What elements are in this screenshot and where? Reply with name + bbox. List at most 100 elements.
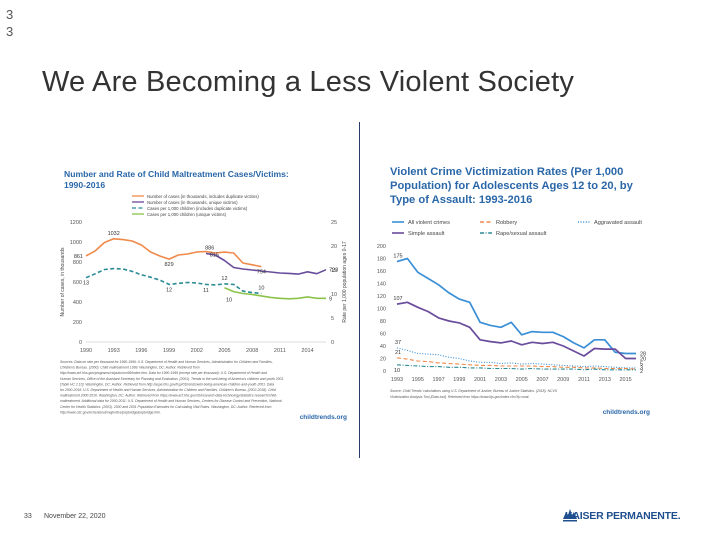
y-tick-label: 100	[377, 307, 386, 313]
x-tick-label: 1993	[108, 348, 120, 354]
data-label: 861	[74, 254, 83, 260]
data-label: 886	[205, 245, 214, 251]
source-note: maltreatment. Additional data for 2000-2…	[60, 399, 282, 403]
source-note: Victimization Analysis Tool [Data tool].…	[390, 395, 530, 399]
y-tick-label: 160	[377, 269, 386, 275]
y-tick-label: 60	[380, 332, 386, 338]
y-tick-label: 800	[73, 260, 82, 266]
slide-corner-number: 3 3	[6, 6, 13, 40]
data-label: 12	[166, 287, 172, 293]
data-label: 175	[393, 254, 402, 260]
source-note: Sources: Data on rate per thousand for 1…	[60, 360, 273, 364]
x-tick-label: 1999	[453, 377, 465, 383]
series-line	[205, 252, 327, 275]
y2-tick-label: 15	[331, 268, 337, 274]
source-note: Source: Child Trends' calculations using…	[390, 389, 558, 393]
data-label: 10	[226, 297, 232, 303]
y-tick-label: 140	[377, 282, 386, 288]
childtrends-brand: childtrends.org	[300, 414, 347, 421]
x-tick-label: 2007	[536, 377, 548, 383]
y-tick-label: 0	[383, 369, 386, 375]
y-tick-label: 200	[377, 244, 386, 250]
legend-label: Number of cases (in thousands, includes …	[147, 194, 259, 199]
source-note: Children's Bureau. (2000). Child maltrea…	[60, 366, 200, 370]
y2-tick-label: 20	[331, 244, 337, 250]
x-tick-label: 1999	[163, 348, 175, 354]
data-label: 107	[393, 296, 402, 302]
data-label: 3	[640, 365, 643, 371]
y2-tick-label: 10	[331, 292, 337, 298]
legend-label: Aggravated assault	[594, 220, 642, 226]
series-line	[396, 301, 636, 360]
source-note: http://www.cdc.gov/nchs/about/major/dvs/…	[60, 410, 161, 414]
series-line	[85, 267, 262, 295]
child-maltreatment-chart-svg: Number and Rate of Child Maltreatment Ca…	[59, 169, 348, 421]
y-tick-label: 120	[377, 294, 386, 300]
legend-label: Robbery	[496, 220, 517, 226]
series-line	[396, 257, 636, 355]
footer-page-number: 33	[24, 513, 32, 520]
y-tick-label: 20	[380, 357, 386, 363]
series-line	[85, 238, 262, 268]
data-label: 5	[640, 362, 643, 368]
legend-label: Number of cases (in thousands, unique vi…	[147, 200, 238, 205]
source-note: Human Services, Office of the Assistant …	[60, 377, 284, 381]
x-tick-label: 2008	[246, 348, 258, 354]
x-tick-label: 2003	[495, 377, 507, 383]
x-tick-label: 1990	[80, 348, 92, 354]
y-tick-label: 1000	[70, 240, 82, 246]
x-tick-label: 2005	[516, 377, 528, 383]
data-label: 829	[164, 262, 173, 268]
x-tick-label: 2011	[274, 348, 286, 354]
source-note: for 2000-2016: U.S. Department of Health…	[60, 388, 276, 392]
corner-digit: 3	[6, 7, 14, 22]
violent-crime-chart-svg: Violent Crime Victimization Rates (Per 1…	[377, 166, 650, 416]
legend-label: All violent crimes	[408, 220, 450, 226]
kaiser-permanente-logo: KAISER PERMANENTE.	[562, 506, 681, 526]
x-tick-label: 1997	[432, 377, 444, 383]
y2-axis-label: Rate per 1,000 population ages 0-17	[342, 241, 348, 322]
x-tick-label: 1993	[391, 377, 403, 383]
data-label: 11	[203, 288, 209, 294]
data-label: 13	[83, 281, 89, 287]
data-label: 21	[395, 350, 401, 356]
series-line	[396, 347, 636, 369]
chart-title: 1990-2016	[64, 180, 105, 190]
slide-title: We Are Becoming a Less Violent Society	[42, 66, 575, 98]
x-tick-label: 1996	[135, 348, 147, 354]
source-note: maltreatment 2000-2016. Washington, DC: …	[60, 394, 278, 398]
data-label: 815	[210, 253, 219, 259]
kaiser-logo-text: KAISER PERMANENTE.	[565, 510, 681, 522]
x-tick-label: 2001	[474, 377, 486, 383]
data-label: 12	[221, 276, 227, 282]
x-tick-label: 2015	[619, 377, 631, 383]
x-tick-label: 2013	[599, 377, 611, 383]
source-note: Center for Health Statistics. (2003). 20…	[60, 405, 272, 409]
y2-tick-label: 5	[331, 316, 334, 322]
chart-title: Violent Crime Victimization Rates (Per 1…	[390, 166, 623, 178]
legend-label: Cases per 1,000 children (includes dupli…	[147, 206, 248, 211]
x-tick-label: 2014	[301, 348, 313, 354]
data-label: 20	[640, 357, 646, 363]
data-label: 9	[329, 296, 332, 302]
chart-title: Type of Assault: 1993-2016	[390, 194, 532, 206]
data-label: 10	[258, 286, 264, 292]
x-tick-label: 2011	[578, 377, 590, 383]
y-tick-label: 1200	[70, 220, 82, 226]
series-line	[396, 357, 637, 370]
data-label: 754	[257, 270, 266, 276]
child-maltreatment-chart: Number and Rate of Child Maltreatment Ca…	[58, 160, 352, 428]
chart-title: Population) for Adolescents Ages 12 to 2…	[390, 180, 634, 192]
source-note: [Table HC 2.10]. Washington, DC: Author.…	[59, 382, 274, 386]
y-tick-label: 400	[73, 300, 82, 306]
series-line	[396, 364, 636, 371]
data-label: 1032	[108, 231, 120, 237]
source-note: http://www.acf.hhs.gov/programs/cb/pubs/…	[60, 371, 267, 375]
y-axis-label: Number of cases, in thousands	[60, 247, 66, 316]
corner-digit: 3	[6, 24, 14, 39]
series-line	[224, 287, 326, 300]
footer-date: November 22, 2020	[44, 513, 106, 520]
y-tick-label: 180	[377, 257, 386, 263]
y-tick-label: 200	[73, 320, 82, 326]
data-label: 37	[395, 340, 401, 346]
